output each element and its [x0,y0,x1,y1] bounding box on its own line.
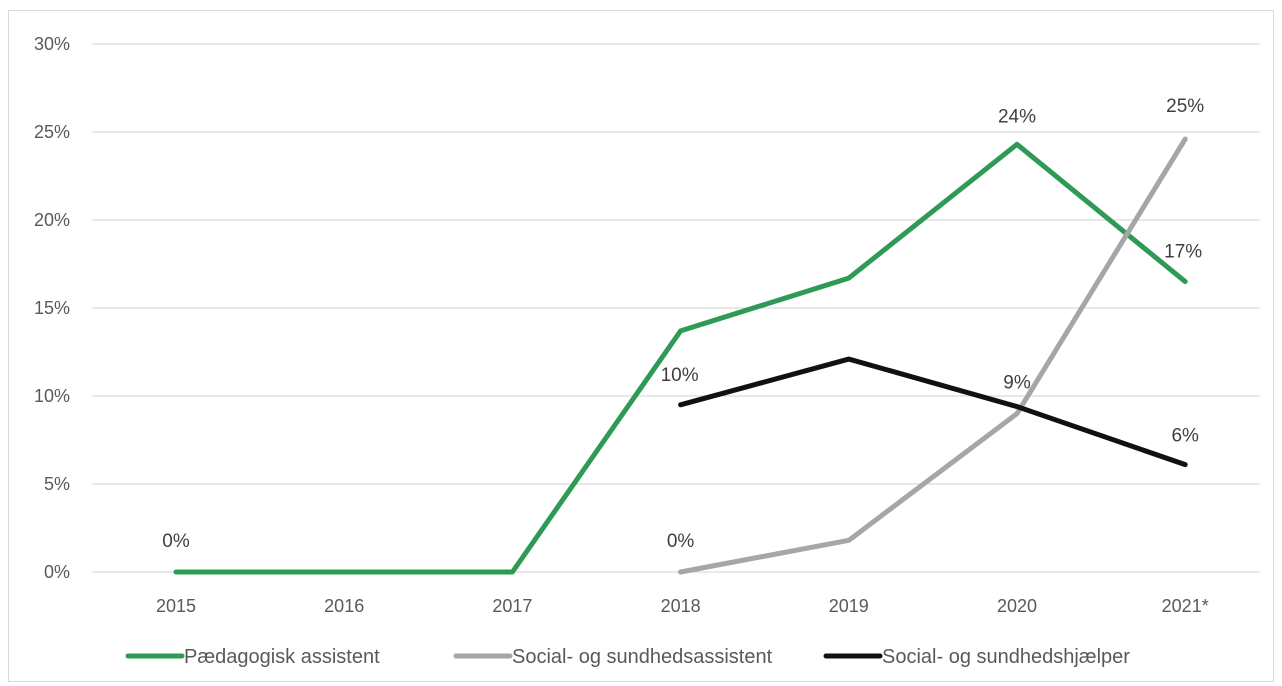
y-tick-label: 10% [34,386,70,406]
x-tick-label: 2017 [492,596,532,616]
data-label: 0% [667,531,695,552]
y-tick-label: 0% [44,562,70,582]
x-tick-label: 2020 [997,596,1037,616]
legend: Pædagogisk assistent Social- og sundhedsa… [128,646,1130,668]
y-axis-ticks: 0% 5% 10% 15% 20% 25% 30% [34,34,70,582]
data-label: 24% [998,106,1036,127]
y-tick-label: 5% [44,474,70,494]
x-tick-label: 2018 [661,596,701,616]
x-tick-label: 2021* [1162,596,1209,616]
data-label: 10% [661,365,699,386]
x-tick-label: 2019 [829,596,869,616]
legend-label: Social- og sundhedshjælper [882,646,1130,668]
legend-label: Pædagogisk assistent [184,646,380,668]
x-tick-label: 2016 [324,596,364,616]
y-tick-label: 15% [34,298,70,318]
gridlines [92,44,1260,572]
x-tick-label: 2015 [156,596,196,616]
series-line-p-dagogisk-assistent [176,144,1185,572]
series-line-social-og-sundhedsassistent [681,139,1186,572]
data-label: 25% [1166,96,1204,117]
data-label: 0% [162,531,190,552]
data-label: 17% [1164,242,1202,263]
x-axis-ticks: 2015 2016 2017 2018 2019 2020 2021* [156,596,1209,616]
y-tick-label: 30% [34,34,70,54]
legend-label: Social- og sundhedsassistent [512,646,773,668]
data-label: 6% [1171,426,1199,447]
series-lines [176,139,1185,572]
y-tick-label: 25% [34,122,70,142]
y-tick-label: 20% [34,210,70,230]
series-line-social-og-sundhedshj-lper [681,359,1186,465]
data-label: 9% [1003,373,1031,394]
